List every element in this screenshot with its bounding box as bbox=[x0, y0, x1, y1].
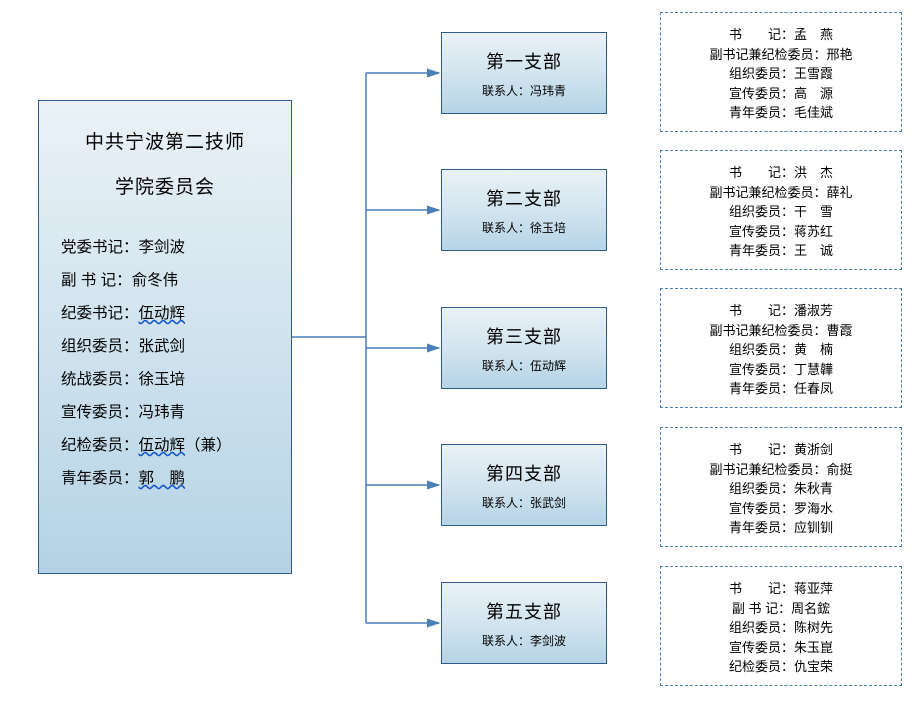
detail-row: 组织委员：干 雪 bbox=[675, 202, 887, 222]
branch-title: 第二支部 bbox=[486, 185, 562, 211]
detail-box-5: 书 记：蒋亚萍副 书 记：周名鋐组织委员：陈树先宣传委员：朱玉崑纪检委员：仇宝荣 bbox=[660, 566, 902, 686]
detail-row: 宣传委员：罗海水 bbox=[675, 499, 887, 519]
committee-member: 统战委员：徐玉培 bbox=[61, 367, 269, 389]
committee-member: 纪检委员：伍动辉（兼） bbox=[61, 433, 269, 455]
detail-row: 宣传委员：朱玉崑 bbox=[675, 638, 887, 658]
branch-contact: 联系人：李剑波 bbox=[482, 632, 566, 649]
branch-box-2: 第二支部联系人：徐玉培 bbox=[441, 169, 607, 251]
committee-members: 党委书记：李剑波副 书 记：俞冬伟纪委书记：伍动辉组织委员：张武剑统战委员：徐玉… bbox=[61, 235, 269, 488]
detail-row: 组织委员：王雪霞 bbox=[675, 64, 887, 84]
detail-row: 组织委员：朱秋青 bbox=[675, 479, 887, 499]
detail-row: 书 记：孟 燕 bbox=[675, 25, 887, 45]
detail-row: 青年委员：应钏钏 bbox=[675, 518, 887, 538]
detail-row: 书 记：黄浙剑 bbox=[675, 440, 887, 460]
committee-member: 组织委员：张武剑 bbox=[61, 334, 269, 356]
detail-row: 书 记：潘淑芳 bbox=[675, 301, 887, 321]
detail-box-3: 书 记：潘淑芳副书记兼纪检委员：曹霞组织委员：黄 楠宣传委员：丁慧韡青年委员：任… bbox=[660, 288, 902, 408]
detail-row: 纪检委员：仇宝荣 bbox=[675, 657, 887, 677]
committee-title-1: 中共宁波第二技师 bbox=[61, 127, 269, 154]
detail-row: 青年委员：任春凤 bbox=[675, 379, 887, 399]
detail-row: 副书记兼纪检委员：俞挺 bbox=[675, 460, 887, 480]
branch-title: 第三支部 bbox=[486, 323, 562, 349]
committee-member: 纪委书记：伍动辉 bbox=[61, 301, 269, 323]
branch-contact: 联系人：伍动辉 bbox=[482, 357, 566, 374]
branch-box-4: 第四支部联系人：张武剑 bbox=[441, 444, 607, 526]
detail-box-1: 书 记：孟 燕副书记兼纪检委员：邢艳组织委员：王雪霞宣传委员：高 源青年委员：毛… bbox=[660, 12, 902, 132]
detail-row: 书 记：蒋亚萍 bbox=[675, 579, 887, 599]
committee-box: 中共宁波第二技师 学院委员会 党委书记：李剑波副 书 记：俞冬伟纪委书记：伍动辉… bbox=[38, 100, 292, 574]
detail-row: 组织委员：陈树先 bbox=[675, 618, 887, 638]
detail-box-2: 书 记：洪 杰副书记兼纪检委员：薛礼组织委员：干 雪宣传委员：蒋苏红青年委员：王… bbox=[660, 150, 902, 270]
committee-member: 副 书 记：俞冬伟 bbox=[61, 268, 269, 290]
branch-title: 第一支部 bbox=[486, 48, 562, 74]
detail-row: 副 书 记：周名鋐 bbox=[675, 599, 887, 619]
detail-row: 宣传委员：高 源 bbox=[675, 84, 887, 104]
branch-contact: 联系人：冯玮青 bbox=[482, 82, 566, 99]
branch-box-1: 第一支部联系人：冯玮青 bbox=[441, 32, 607, 114]
detail-row: 副书记兼纪检委员：曹霞 bbox=[675, 321, 887, 341]
branch-contact: 联系人：张武剑 bbox=[482, 494, 566, 511]
detail-row: 青年委员：王 诚 bbox=[675, 241, 887, 261]
detail-row: 宣传委员：蒋苏红 bbox=[675, 222, 887, 242]
detail-row: 书 记：洪 杰 bbox=[675, 163, 887, 183]
branch-title: 第五支部 bbox=[486, 598, 562, 624]
committee-member: 党委书记：李剑波 bbox=[61, 235, 269, 257]
detail-row: 组织委员：黄 楠 bbox=[675, 340, 887, 360]
branch-title: 第四支部 bbox=[486, 460, 562, 486]
committee-title-2: 学院委员会 bbox=[61, 172, 269, 199]
committee-member: 青年委员：郭 鹏 bbox=[61, 466, 269, 488]
detail-row: 青年委员：毛佳斌 bbox=[675, 103, 887, 123]
branch-box-5: 第五支部联系人：李剑波 bbox=[441, 582, 607, 664]
branch-contact: 联系人：徐玉培 bbox=[482, 219, 566, 236]
detail-row: 副书记兼纪检委员：薛礼 bbox=[675, 183, 887, 203]
detail-row: 副书记兼纪检委员：邢艳 bbox=[675, 45, 887, 65]
org-chart-container: 中共宁波第二技师 学院委员会 党委书记：李剑波副 书 记：俞冬伟纪委书记：伍动辉… bbox=[0, 0, 913, 706]
branch-box-3: 第三支部联系人：伍动辉 bbox=[441, 307, 607, 389]
committee-member: 宣传委员：冯玮青 bbox=[61, 400, 269, 422]
detail-row: 宣传委员：丁慧韡 bbox=[675, 360, 887, 380]
detail-box-4: 书 记：黄浙剑副书记兼纪检委员：俞挺组织委员：朱秋青宣传委员：罗海水青年委员：应… bbox=[660, 427, 902, 547]
